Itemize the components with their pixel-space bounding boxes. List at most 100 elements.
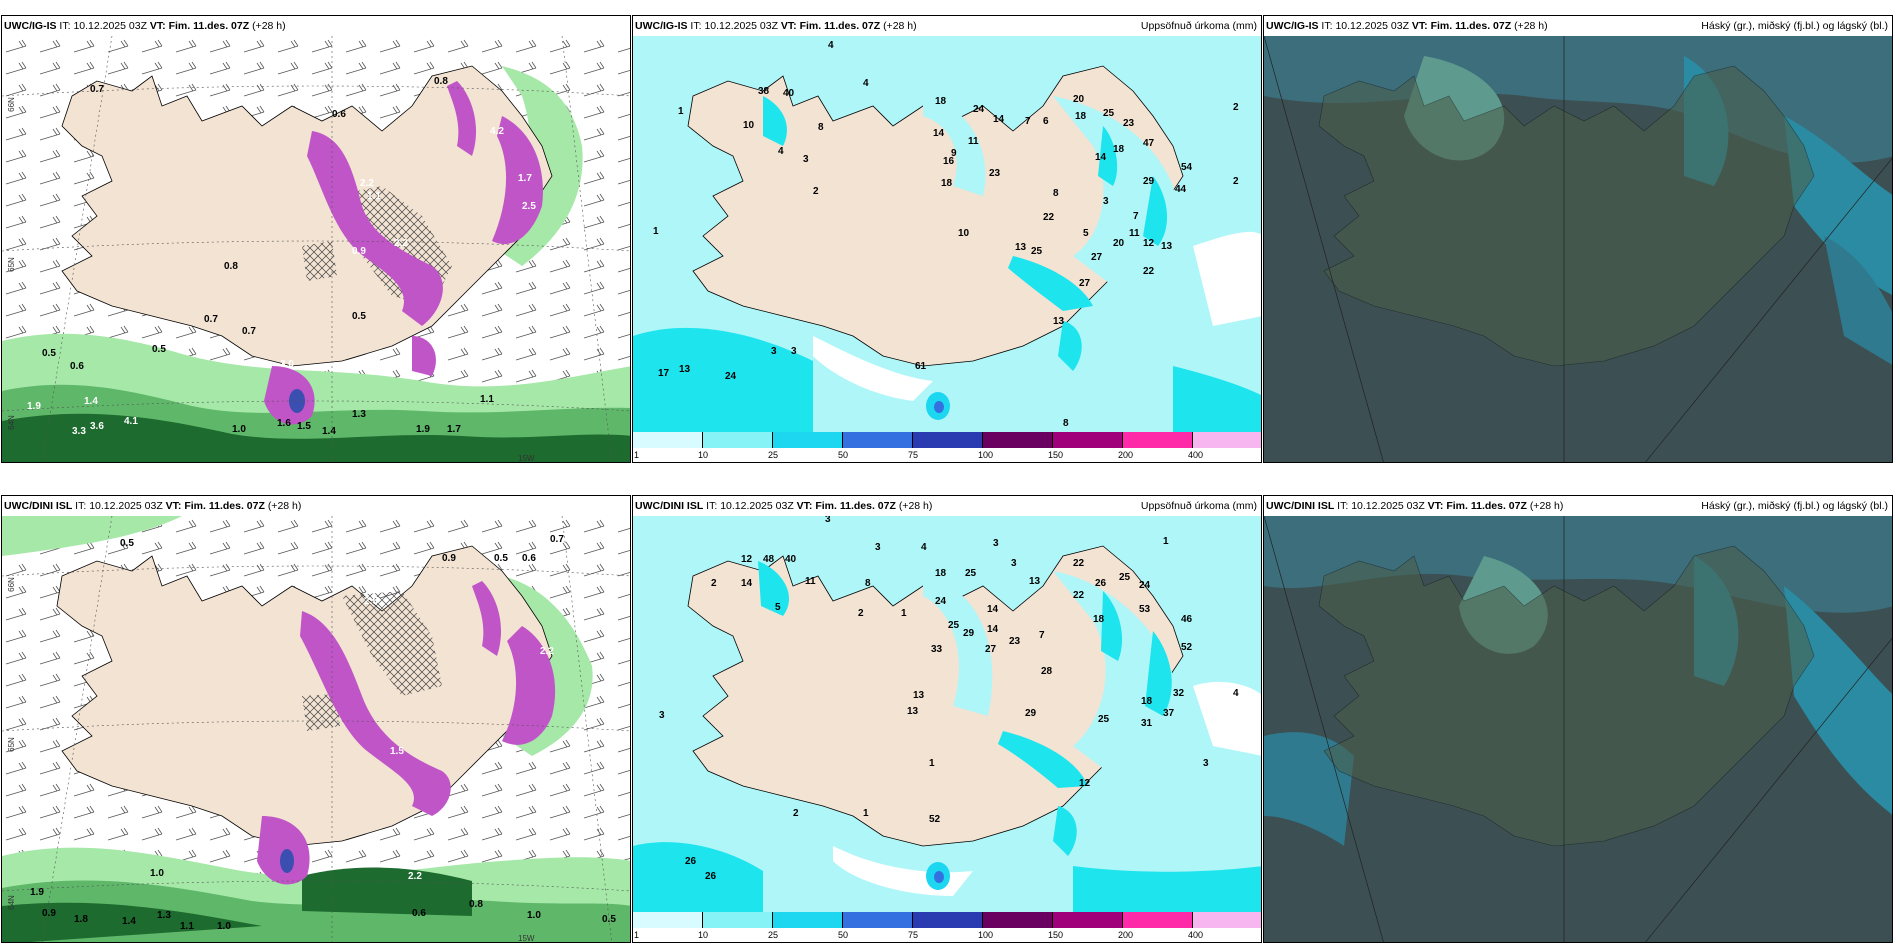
snow-label: 1.7 [518,173,532,184]
precip-label: 22 [1073,558,1085,569]
snow-label: 1.7 [447,424,461,435]
snow-label: 0.6 [522,553,536,564]
snow-label: 0.6 [332,109,346,120]
precip-label: 61 [915,361,927,372]
precip-label: 14 [987,624,999,635]
precip-label: 12 [741,554,753,565]
precip-label: 22 [1043,212,1055,223]
colorbar-swatch [703,432,773,448]
precip-label: 8 [865,578,871,589]
precip-label: 16 [943,156,955,167]
panel-dini-clouds: UWC/DINI ISL IT: 10.12.2025 03Z VT: Fim.… [1263,495,1893,943]
snow-map [2,36,630,462]
precip-label: 1 [863,808,869,819]
precip-label: 14 [1095,152,1107,163]
snow-label: 1.4 [84,396,98,407]
snow-label: 2.5 [522,201,536,212]
colorbar-swatch [983,912,1053,928]
precip-label: 20 [1073,94,1085,105]
snow-label: 0.7 [90,84,104,95]
precip-label: 26 [685,856,697,867]
precip-label: 7 [1025,116,1031,127]
precip-label: 10 [743,120,755,131]
panel-variable-title: Uppsöfnuð úrkoma (mm) [1140,20,1257,32]
precip-label: 25 [1098,714,1110,725]
snow-label: 0.5 [42,348,56,359]
snow-label: 1.0 [217,921,231,932]
snow-label: 1.9 [27,401,41,412]
cloud-map [1264,36,1892,462]
precip-label: 3 [993,538,999,549]
precip-label: 22 [1143,266,1155,277]
precip-label: 6 [1043,116,1049,127]
precip-label: 52 [1181,642,1193,653]
snow-label: 1.9 [30,887,44,898]
snow-label: 0.9 [442,553,456,564]
colorbar-tick: 400 [1188,450,1204,460]
panel-header: UWC/DINI ISL IT: 10.12.2025 03Z VT: Fim.… [633,496,1261,516]
snow-label: 1.8 [74,914,88,925]
snow-label: 3.0 [280,359,294,370]
precip-label: 28 [1041,666,1053,677]
precip-label: 23 [989,168,1001,179]
snow-label: 2.2 [540,646,554,657]
snow-label: 2.2 [360,178,374,189]
precip-label: 8 [1053,188,1059,199]
precip-label: 2 [1233,102,1239,113]
panel-variable-title: Uppsöfnuð úrkoma (mm) [1140,500,1257,512]
snow-label: 1.1 [480,394,494,405]
precip-label: 5 [1083,228,1089,239]
precip-label: 3 [825,514,831,525]
precip-label: 14 [741,578,753,589]
precip-label: 52 [929,814,941,825]
snow-label: 1.1 [367,191,381,202]
lat-label-64n: 64N [6,895,16,910]
precip-label: 11 [1129,228,1140,239]
colorbar-swatch [983,432,1053,448]
snow-label: 1.0 [150,868,164,879]
snow-label: 0.5 [152,344,166,355]
precip-label: 27 [1091,252,1103,263]
precip-label: 3 [659,710,665,721]
colorbar-swatch [773,432,843,448]
snow-label: 0.5 [494,553,508,564]
snow-label: 1.4 [322,426,336,437]
snow-label: 4.2 [490,126,504,137]
snow-label: 0.7 [550,534,564,545]
precip-label: 12 [1143,238,1155,249]
precip-label: 9 [951,148,957,159]
precip-label: 17 [658,368,670,379]
panel-ig-precip: UWC/IG-IS IT: 10.12.2025 03Z VT: Fim. 11… [632,15,1262,463]
precip-label: 3 [1011,558,1017,569]
colorbar-swatch [703,912,773,928]
precip-label: 32 [1173,688,1185,699]
colorbar-swatch [913,912,983,928]
precip-label: 18 [935,96,947,107]
colorbar-tick: 25 [768,450,779,460]
precip-label: 3 [1103,196,1109,207]
precip-label: 14 [993,114,1005,125]
precip-label: 7 [1133,211,1139,222]
snow-label: 3.6 [90,421,104,432]
precip-label: 4 [778,146,784,157]
precip-label: 18 [935,568,947,579]
precip-label: 4 [863,78,869,89]
snow-label: 0.5 [120,538,134,549]
precip-label: 3 [771,346,777,357]
colorbar-tick: 75 [908,930,919,940]
precip-label: 2 [858,608,864,619]
precip-label: 13 [1053,316,1065,327]
snow-label: 1.1 [180,921,194,932]
snow-label: 2.2 [408,871,422,882]
precip-label: 47 [1143,138,1155,149]
colorbar-tick: 400 [1188,930,1204,940]
precip-label: 3 [803,154,809,165]
snow-label: 1.0 [232,424,246,435]
snow-label: 3.3 [72,426,86,437]
panel-variable-title: Háský (gr.), miðský (fj.bl.) og lágský (… [1701,500,1888,512]
snow-label: 0.5 [602,914,616,925]
panel-header: UWC/IG-IS IT: 10.12.2025 03Z VT: Fim. 11… [633,16,1261,36]
panel-ig-clouds: UWC/IG-IS IT: 10.12.2025 03Z VT: Fim. 11… [1263,15,1893,463]
precip-label: 3 [791,346,797,357]
precip-label: 2 [793,808,799,819]
